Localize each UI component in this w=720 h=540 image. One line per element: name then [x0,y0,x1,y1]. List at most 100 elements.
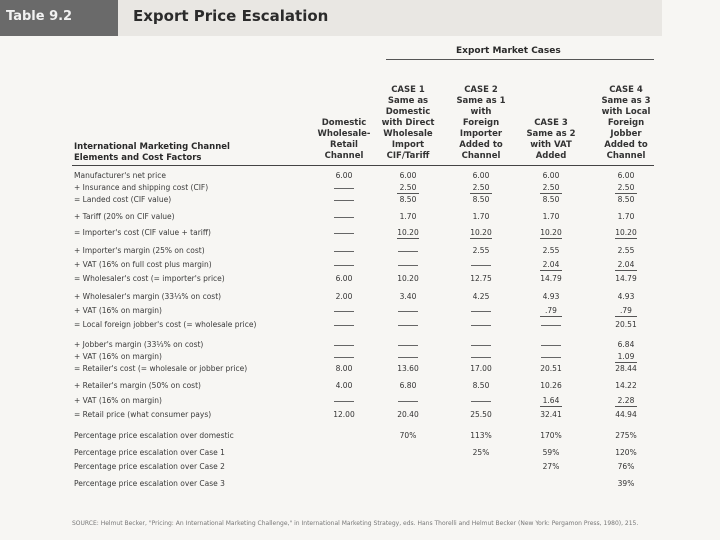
table-cell: 10.20 [456,228,506,239]
table-cell: 2.04 [526,260,576,271]
table-cell: 4.93 [542,292,560,301]
empty-cell-dash [334,345,354,346]
column-header-line: with Local [601,107,651,117]
row-label: Percentage price escalation over Case 1 [74,448,225,457]
empty-cell-dash [334,217,354,218]
empty-cell-dash [471,401,491,402]
column-header-line: with Direct [381,118,435,128]
table-cell: 59% [542,448,560,457]
column-header-2: CASE 1 Same as Domestic with Direct Wholesal… [370,85,446,162]
table-cell: 4.93 [617,292,635,301]
table-cell: 14.79 [540,274,562,283]
table-cell: 6.00 [617,171,635,180]
empty-cell-dash [334,188,354,189]
table-cell: 13.60 [397,364,419,373]
table-cell: 6.00 [542,171,560,180]
column-header-line: Same as 1 [456,96,506,106]
table-cell: 20.51 [615,320,637,329]
row-label: Percentage price escalation over Case 3 [74,479,225,488]
table-cell: 120% [615,448,637,457]
column-header-line: Importer [459,129,503,139]
row-label: = Landed cost (CIF value) [74,195,172,204]
table-cell: 2.55 [617,246,635,255]
column-header-line: Domestic [385,107,431,117]
table-cell: 14.79 [615,274,637,283]
table-cell: 12.00 [333,410,355,419]
table-cell: 12.75 [470,274,492,283]
table-number-tag: Table 9.2 [0,0,118,36]
table-cell: 2.50 [456,183,506,194]
table-cell: .79 [526,306,576,317]
column-header-line: CASE 1 [391,85,425,95]
column-header-line: Channel [324,151,364,161]
table-cell: 76% [617,462,635,471]
table-title: Export Price Escalation [133,7,329,25]
row-label: + Importer's margin (25% on cost) [74,246,205,255]
empty-cell-dash [334,357,354,358]
column-header-5: CASE 4 Same as 3 with Local Foreign Jobber Ad… [588,85,664,162]
row-header-line: Elements and Cost Factors [74,153,202,163]
table-cell: 6.00 [399,171,417,180]
table-cell: 14.22 [615,381,637,390]
table-cell: 275% [615,431,637,440]
empty-cell-dash [541,357,561,358]
empty-cell-dash [334,233,354,234]
row-label: + VAT (16% on margin) [74,306,162,315]
column-header-line: Wholesale [383,129,433,139]
table-cell: 8.00 [335,364,353,373]
row-label: Percentage price escalation over domesti… [74,431,234,440]
table-cell: 8.50 [617,195,635,204]
column-header-line: Domestic [321,118,367,128]
table-cell: 1.64 [526,396,576,407]
table-cell: 6.00 [472,171,490,180]
table-cell: 6.80 [399,381,417,390]
empty-cell-dash [398,401,418,402]
column-header-line: Same as 3 [601,96,651,106]
table-cell: 25.50 [470,410,492,419]
table-cell: 2.50 [601,183,651,194]
column-header-line: with [470,107,492,117]
table-cell: 4.00 [335,381,353,390]
row-header-line: International Marketing Channel [74,142,230,152]
row-label: + VAT (16% on margin) [74,396,162,405]
column-header-4: CASE 3 Same as 2 with VAT Added [513,118,589,162]
row-label: = Wholesaler's cost (= importer's price) [74,274,225,283]
table-cell: 1.70 [542,212,560,221]
empty-cell-dash [334,200,354,201]
export-market-cases-header: Export Market Cases [456,46,561,56]
empty-cell-dash [334,251,354,252]
empty-cell-dash [471,325,491,326]
row-label: = Local foreign jobber's cost (= wholesa… [74,320,257,329]
table-cell: 6.84 [617,340,635,349]
empty-cell-dash [541,325,561,326]
row-label: Manufacturer's net price [74,171,166,180]
table-cell: 17.00 [470,364,492,373]
row-label: = Retailer's cost (= wholesale or jobber… [74,364,248,373]
table-cell: 8.50 [399,195,417,204]
table-cell: 10.26 [540,381,562,390]
column-header-line: CASE 3 [534,118,568,128]
table-cell: 8.50 [472,381,490,390]
table-cell: 10.20 [526,228,576,239]
empty-cell-dash [541,345,561,346]
table-cell: 6.00 [335,171,353,180]
column-header-line: CASE 2 [464,85,498,95]
column-header-line: CIF/Tariff [386,151,430,161]
table-cell: 1.09 [601,352,651,363]
row-label: + Insurance and shipping cost (CIF) [74,183,209,192]
column-header-line: Wholesale- [317,129,371,139]
row-label: + Retailer's margin (50% on cost) [74,381,201,390]
empty-cell-dash [471,345,491,346]
empty-cell-dash [398,265,418,266]
table-cell: 2.50 [526,183,576,194]
empty-cell-dash [471,265,491,266]
source-note: SOURCE: Helmut Becker, "Pricing: An Inte… [72,520,639,527]
table-cell: 8.50 [472,195,490,204]
table-cell: 2.55 [542,246,560,255]
row-label: + Wholesaler's margin (33⅓% on cost) [74,292,222,301]
column-header-1: Domestic Wholesale- Retail Channel [306,118,382,162]
column-header-line: CASE 4 [609,85,643,95]
column-header-line: Retail [330,140,358,150]
row-label: + Tariff (20% on CIF value) [74,212,175,221]
